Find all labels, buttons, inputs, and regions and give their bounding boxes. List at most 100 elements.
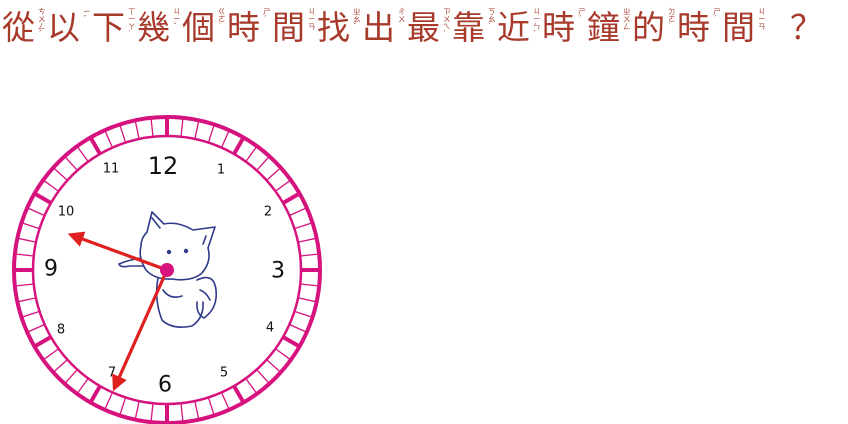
- zhuyin-symbol: ㄟ: [443, 22, 451, 31]
- minute-tick: [207, 397, 215, 416]
- zhuyin-symbol: ˋ: [533, 30, 537, 39]
- minute-tick: [180, 403, 184, 423]
- title-char: 個: [182, 8, 215, 47]
- minute-tick: [119, 124, 127, 143]
- minute-tick: [207, 124, 215, 143]
- zhuyin-symbol: ㄢ: [758, 22, 766, 31]
- zhuyin-symbol: ㄧ: [533, 15, 541, 24]
- minute-tick: [150, 117, 154, 137]
- zhuyin-symbol: ㄐ: [533, 7, 541, 16]
- zhuyin-symbol: ㄐ: [308, 7, 316, 16]
- hour-number-11: 11: [103, 162, 120, 177]
- minute-tick: [245, 378, 258, 395]
- zhuyin-symbol: ㄒ: [128, 7, 136, 16]
- title-char: 時: [542, 8, 575, 47]
- zhuyin-symbol: ㄔ: [398, 7, 406, 16]
- title-char: 鐘: [587, 8, 620, 47]
- fox-drawing-icon: [118, 211, 218, 328]
- hour-tick: [282, 335, 301, 349]
- minute-tick: [42, 348, 59, 361]
- zhuyin-symbol: ㄜ: [668, 15, 676, 24]
- minute-tick: [76, 145, 89, 162]
- hour-tick: [232, 385, 246, 404]
- minute-tick: [14, 283, 34, 287]
- minute-tick: [300, 253, 320, 257]
- zhuyin-symbol: ㄐ: [758, 7, 766, 16]
- minute-tick: [180, 117, 184, 137]
- clock-hands: [67, 231, 174, 392]
- minute-tick: [266, 167, 282, 181]
- hour-number-6: 6: [158, 373, 172, 398]
- minute-tick: [275, 348, 292, 361]
- minute-tick: [17, 297, 37, 303]
- title-char: ？: [790, 8, 823, 47]
- title-char: 時: [227, 8, 260, 47]
- hour-number-1: 1: [217, 163, 225, 178]
- zhuyin-symbol: ㄧ: [308, 15, 316, 24]
- minute-tick: [119, 397, 127, 416]
- hour-tick: [282, 191, 301, 205]
- minute-tick: [266, 359, 282, 373]
- zhuyin-symbol: ㄢ: [308, 22, 316, 31]
- hour-number-2: 2: [264, 205, 272, 220]
- zhuyin-symbol: ˇ: [353, 22, 357, 31]
- hour-tick: [88, 136, 102, 155]
- minute-tick: [300, 283, 320, 287]
- minute-tick: [289, 207, 308, 217]
- minute-tick: [21, 310, 40, 318]
- minute-tick: [134, 120, 140, 140]
- hour-tick: [88, 385, 102, 404]
- title-char: 找: [317, 8, 350, 47]
- title-char: 時: [677, 8, 710, 47]
- minute-tick: [256, 155, 270, 171]
- zhuyin-symbol: ㄧ: [83, 7, 91, 16]
- minute-tick: [194, 400, 200, 420]
- zhuyin-symbol: ˇ: [83, 15, 87, 24]
- clock-center-pin: [160, 263, 174, 277]
- zhuyin-symbol: ˇ: [173, 22, 177, 31]
- zhuyin-symbol: ˊ: [38, 30, 42, 39]
- zhuyin-symbol: ˊ: [713, 15, 717, 24]
- title-char: 幾: [137, 8, 170, 47]
- hour-number-12: 12: [148, 152, 179, 180]
- hour-number-3: 3: [271, 259, 285, 284]
- zhuyin-symbol: ˋ: [128, 30, 132, 39]
- zhuyin-symbol: ㄨ: [443, 15, 451, 24]
- hour-number-4: 4: [266, 321, 274, 336]
- question-title: 從ㄘㄨㄥˊ 以ㄧˇ 下ㄒㄧㄚˋ 幾ㄐㄧˇ 個ㄍㄜ˙ 時ㄕˊ 間ㄐㄧㄢ找ㄓㄠˇ 出ㄔㄨ最ㄗㄨㄟˋ…: [2, 6, 823, 47]
- title-char: 間: [272, 8, 305, 47]
- minute-tick: [76, 378, 89, 395]
- minute-tick: [52, 359, 68, 373]
- hour-tick: [33, 335, 52, 349]
- minute-ticks: [14, 117, 320, 423]
- zhuyin-symbol: ˋ: [488, 22, 492, 31]
- zhuyin-symbol: ㄕ: [713, 7, 721, 16]
- minute-tick: [104, 129, 114, 148]
- zhuyin-symbol: ㄠ: [353, 15, 361, 24]
- zhuyin-symbol: ˋ: [443, 30, 447, 39]
- minute-tick: [134, 400, 140, 420]
- zhuyin-symbol: ㄎ: [488, 7, 496, 16]
- title-char: 間: [722, 8, 755, 47]
- hour-number-7: 7: [108, 366, 116, 381]
- zhuyin-symbol: ㄕ: [263, 7, 271, 16]
- minute-tick: [294, 310, 313, 318]
- zhuyin-symbol: ㄥ: [38, 22, 46, 31]
- minute-tick: [42, 179, 59, 192]
- minute-tick: [52, 167, 68, 181]
- hour-number-5: 5: [220, 366, 228, 381]
- title-char: 以: [47, 8, 80, 47]
- minute-tick: [245, 145, 258, 162]
- zhuyin-symbol: ㄕ: [578, 7, 586, 16]
- hour-number-8: 8: [57, 323, 65, 338]
- zhuyin-symbol: ㄉ: [668, 7, 676, 16]
- zhuyin-symbol: ㄗ: [443, 7, 451, 16]
- zhuyin-symbol: ㄥ: [623, 22, 631, 31]
- minute-tick: [64, 155, 78, 171]
- hour-number-9: 9: [44, 257, 58, 282]
- hour-number-10: 10: [58, 205, 75, 220]
- zhuyin-symbol: ㄍ: [218, 7, 226, 16]
- minute-tick: [294, 222, 313, 230]
- zhuyin-symbol: ㄣ: [533, 22, 541, 31]
- zhuyin-symbol: ˙: [218, 22, 222, 31]
